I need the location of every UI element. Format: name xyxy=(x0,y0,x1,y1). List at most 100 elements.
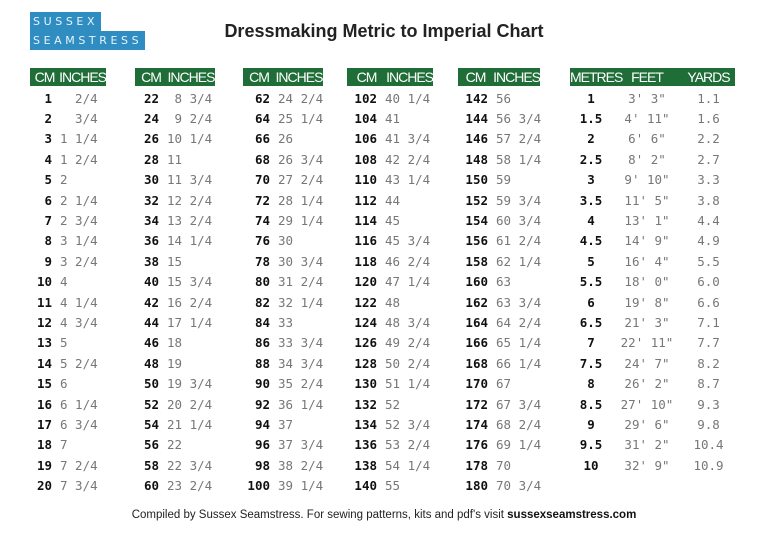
inches-value: 6 1/4 xyxy=(60,396,98,412)
inches-value: 9 2/4 xyxy=(167,111,213,127)
cm-value: 24 xyxy=(143,111,159,127)
metres-value: 10 xyxy=(583,457,599,473)
feet-value: 13' 1" xyxy=(624,213,670,229)
table-row: 108 42 2/4 xyxy=(347,149,433,169)
inches-value: 67 xyxy=(496,376,512,392)
table-row: 178 70 xyxy=(458,455,541,475)
logo: SUSSEX SEAMSTRESS xyxy=(30,12,146,50)
table-body: 142 56 144 56 3/4 146 57 2/4 148 58 1/4 150 59 152… xyxy=(458,86,541,496)
table-row: 10 32' 9" 10.9 xyxy=(570,455,735,475)
table-row: 106 41 3/4 xyxy=(347,129,433,149)
inches-value: 51 1/4 xyxy=(385,376,431,392)
table-row: 13 5 xyxy=(30,333,106,353)
inches-value: 37 xyxy=(278,416,294,432)
cm-value: 4 xyxy=(44,151,52,167)
footer-website-link[interactable]: sussexseamstress.com xyxy=(507,509,637,521)
cm-value: 6 xyxy=(44,192,52,208)
table-row: 5 16' 4" 5.5 xyxy=(570,251,735,271)
cm-value: 92 xyxy=(254,396,270,412)
yards-value: 4.9 xyxy=(697,233,720,249)
cm-value: 152 xyxy=(465,192,488,208)
table-row: 50 19 3/4 xyxy=(135,373,215,393)
cm-value: 178 xyxy=(465,457,488,473)
inches-value: 58 1/4 xyxy=(496,151,542,167)
cm-value: 74 xyxy=(254,213,270,229)
cm-value: 32 xyxy=(143,192,159,208)
table-row: 7.5 24' 7" 8.2 xyxy=(570,353,735,373)
table-row: 70 27 2/4 xyxy=(243,170,323,190)
header-cm: CM xyxy=(356,69,378,85)
header-inches: INCHES xyxy=(59,69,107,85)
inches-value: 55 xyxy=(385,478,401,494)
table-row: 18 7 xyxy=(30,435,106,455)
table-header: CM INCHES xyxy=(347,68,434,86)
table-row: 84 33 xyxy=(243,312,323,332)
metres-value: 2.5 xyxy=(579,151,603,167)
table-row: 92 36 1/4 xyxy=(243,394,323,414)
table-row: 48 19 xyxy=(135,353,215,373)
table-row: 8.5 27' 10" 9.3 xyxy=(570,394,735,414)
table-row: 120 47 1/4 xyxy=(347,272,433,292)
table-row: 8 26' 2" 8.7 xyxy=(570,373,735,393)
cm-value: 19 xyxy=(36,457,52,473)
table-row: 3 1 1/4 xyxy=(30,129,106,149)
inches-value: 65 1/4 xyxy=(496,335,542,351)
table-row: 1 2/4 xyxy=(30,88,106,108)
table-row: 118 46 2/4 xyxy=(347,251,433,271)
cm-value: 82 xyxy=(254,294,270,310)
table-row: 34 13 2/4 xyxy=(135,210,215,230)
footer-text: Compiled by Sussex Seamstress. For sewin… xyxy=(131,509,508,521)
metres-value: 1 xyxy=(587,90,595,106)
table-row: 148 58 1/4 xyxy=(458,149,541,169)
feet-value: 29' 6" xyxy=(624,416,670,432)
cm-value: 9 xyxy=(44,253,52,269)
inches-value: 15 xyxy=(167,253,183,269)
metres-value: 6 xyxy=(587,294,595,310)
table-row: 56 22 xyxy=(135,435,215,455)
table-row: 88 34 3/4 xyxy=(243,353,323,373)
table-row: 168 66 1/4 xyxy=(458,353,541,373)
cm-value: 114 xyxy=(354,213,377,229)
inches-value: 45 xyxy=(385,213,401,229)
feet-value: 9' 10" xyxy=(624,172,670,188)
feet-value: 26' 2" xyxy=(624,376,670,392)
inches-value: 66 1/4 xyxy=(496,355,542,371)
yards-value: 5.5 xyxy=(697,253,720,269)
cm-value: 46 xyxy=(143,335,159,351)
inches-value: 70 3/4 xyxy=(496,478,542,494)
cm-value: 124 xyxy=(354,314,377,330)
inches-value: 44 xyxy=(385,192,401,208)
table-row: 1.5 4' 11" 1.6 xyxy=(570,108,735,128)
cm-value: 134 xyxy=(354,416,377,432)
yards-value: 2.2 xyxy=(697,131,720,147)
inches-value: 49 2/4 xyxy=(385,335,431,351)
cm-table: CM INCHES 142 56 144 56 3/4 146 57 2/4 148 58 1/4… xyxy=(458,68,541,496)
cm-value: 128 xyxy=(354,355,377,371)
table-row: 134 52 3/4 xyxy=(347,414,433,434)
cm-value: 172 xyxy=(465,396,488,412)
table-row: 9 29' 6" 9.8 xyxy=(570,414,735,434)
metre-table: METRES FEET YARDS 1 3' 3" 1.1 1.5 4' 11" 1.6 2 6' … xyxy=(570,68,735,475)
cm-value: 156 xyxy=(465,233,488,249)
table-row: 38 15 xyxy=(135,251,215,271)
cm-value: 38 xyxy=(143,253,159,269)
cm-value: 166 xyxy=(465,335,488,351)
cm-value: 60 xyxy=(143,478,159,494)
table-row: 122 48 xyxy=(347,292,433,312)
table-row: 116 45 3/4 xyxy=(347,231,433,251)
cm-value: 3 xyxy=(44,131,52,147)
cm-value: 176 xyxy=(465,437,488,453)
cm-value: 5 xyxy=(44,172,52,188)
yards-value: 10.4 xyxy=(693,437,724,453)
table-row: 172 67 3/4 xyxy=(458,394,541,414)
inches-value: 6 3/4 xyxy=(60,416,98,432)
inches-value: 5 xyxy=(60,335,68,351)
metres-value: 9 xyxy=(587,416,595,432)
table-row: 76 30 xyxy=(243,231,323,251)
inches-value: 68 2/4 xyxy=(496,416,542,432)
feet-value: 16' 4" xyxy=(624,253,670,269)
cm-value: 84 xyxy=(254,314,270,330)
cm-value: 116 xyxy=(354,233,377,249)
table-row: 2 6' 6" 2.2 xyxy=(570,129,735,149)
